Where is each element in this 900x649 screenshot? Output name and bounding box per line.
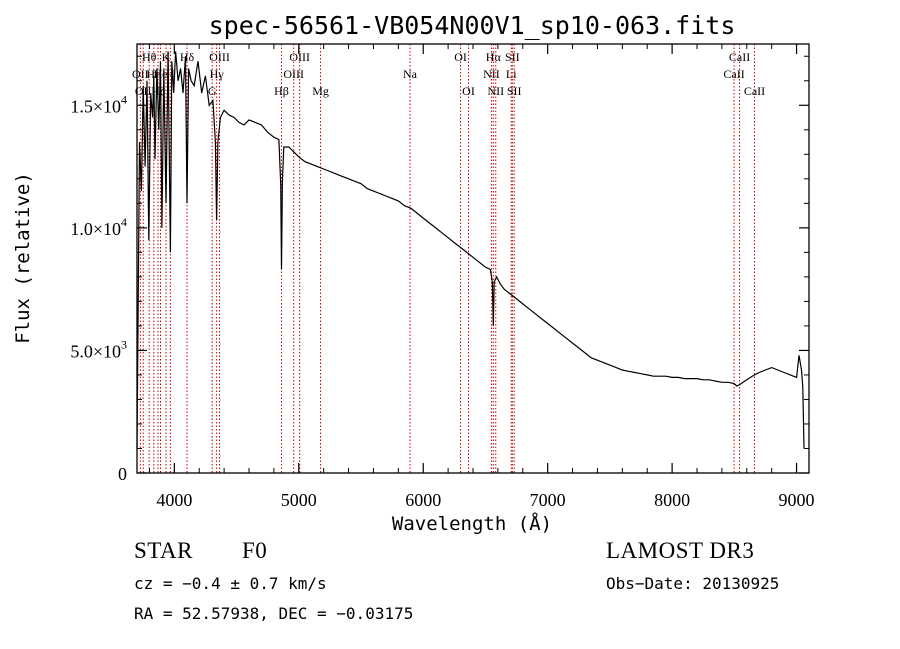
spectrum-line	[136, 51, 805, 449]
marker-label-16: Na	[403, 67, 418, 81]
marker-label-24: SII	[507, 84, 522, 98]
marker-label-19: NII	[483, 67, 500, 81]
y-tick-mantissa-2: 1.0×10	[70, 219, 121, 239]
y-tick-mantissa-1: 5.0×10	[70, 341, 121, 361]
marker-label-8: Hδ	[180, 50, 195, 64]
chart-title: spec-56561-VB054N00V1_sp10-063.fits	[209, 11, 736, 40]
y-tick-exponent-1: 3	[121, 337, 127, 351]
y-tick-label-3: 1.5×104	[70, 92, 127, 116]
marker-label-2: Hθ	[142, 50, 157, 64]
x-tick-label-3: 7000	[530, 490, 566, 510]
x-tick-label-1: 5000	[281, 490, 317, 510]
marker-label-17: OI	[454, 50, 467, 64]
marker-label-14: OIII	[289, 50, 310, 64]
y-tick-exponent-3: 4	[121, 92, 127, 106]
object-class: STAR	[134, 538, 193, 563]
x-axis-ticks: 4000 5000 6000 7000 8000 9000	[148, 44, 815, 510]
marker-label-10: Hγ	[210, 67, 225, 81]
y-tick-mantissa-3: 1.5×10	[70, 96, 121, 116]
x-tick-label-5: 9000	[779, 490, 815, 510]
marker-label-18: OI	[462, 84, 475, 98]
y-tick-label-1: 5.0×103	[70, 337, 127, 361]
marker-label-11: OIII	[209, 50, 230, 64]
redshift-text: cz = −0.4 ± 0.7 km/s	[134, 574, 327, 593]
marker-label-20: Hα	[486, 50, 502, 64]
y-tick-label-2: 1.0×104	[70, 215, 127, 239]
marker-label-26: CaII	[729, 50, 750, 64]
marker-label-27: CaII	[744, 84, 765, 98]
marker-label-15: Mg	[312, 84, 329, 98]
marker-label-22: Li	[506, 67, 517, 81]
y-axis-label: Flux (relative)	[12, 172, 34, 344]
marker-label-0: OII	[132, 67, 149, 81]
x-tick-label-2: 6000	[405, 490, 441, 510]
marker-label-23: SII	[505, 50, 520, 64]
marker-label-7: H	[166, 67, 175, 81]
observation-date: Obs−Date: 20130925	[606, 574, 780, 593]
x-tick-label-0: 4000	[156, 490, 192, 510]
y-tick-label-0: 0	[118, 464, 127, 484]
x-tick-label-4: 8000	[654, 490, 690, 510]
plot-frame	[136, 43, 810, 474]
marker-label-6: K	[162, 50, 171, 64]
object-subclass: F0	[242, 538, 268, 563]
coordinates-text: RA = 52.57938, DEC = −0.03175	[134, 604, 414, 623]
spectral-line-markers: OIIOIIHθHηHζHeKHHδGHγOIIIHβOIIIOIIIMgNaO…	[132, 44, 765, 473]
marker-label-12: Hβ	[274, 84, 289, 98]
survey-name: LAMOST DR3	[606, 538, 755, 563]
marker-label-13: OIII	[283, 67, 304, 81]
y-tick-exponent-2: 4	[121, 215, 127, 229]
marker-label-9: G	[208, 84, 217, 98]
x-axis-label: Wavelength (Å)	[392, 512, 552, 535]
y-tick-mantissa-0: 0	[118, 464, 127, 484]
marker-label-25: CaII	[723, 67, 744, 81]
marker-label-21: NII	[487, 84, 504, 98]
